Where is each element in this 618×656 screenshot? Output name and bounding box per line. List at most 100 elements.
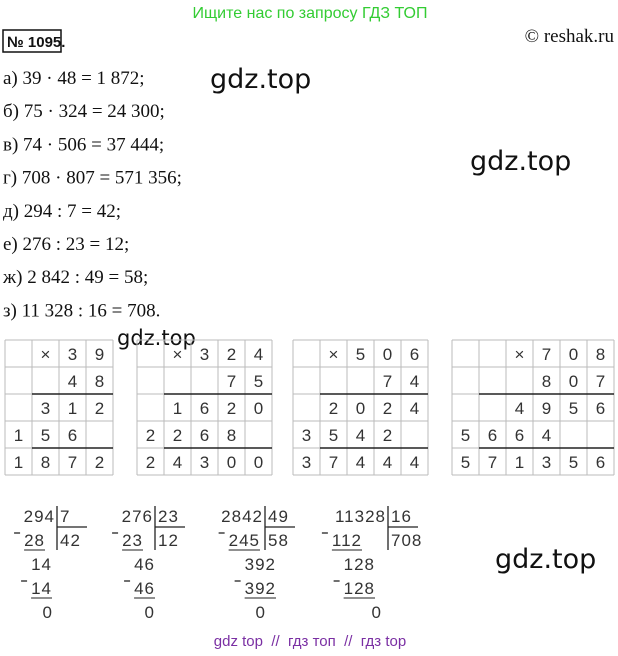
grid-digit: 4 (410, 453, 419, 472)
grid-digit: 0 (569, 372, 578, 391)
remainder: 0 (145, 603, 155, 622)
grid-digit: 5 (254, 372, 263, 391)
grid-digit: 4 (356, 426, 365, 445)
grid-digit: 6 (488, 426, 497, 445)
subtrahend: 245 (229, 531, 260, 550)
grid-digit: 3 (302, 453, 311, 472)
grid-digit: 6 (515, 426, 524, 445)
grid-digit: 4 (383, 453, 392, 472)
answer-line: ж) 2 842 : 49 = 58; (2, 267, 148, 288)
grid-digit: 6 (200, 399, 209, 418)
grid-digit: 4 (254, 345, 263, 364)
grid-digit: 7 (488, 453, 497, 472)
divisor: 7 (60, 507, 70, 526)
remainder: 392 (245, 555, 276, 574)
grid-digit: 9 (95, 345, 104, 364)
footer: gdz top // гдз топ // гдз top (214, 633, 406, 650)
grid-digit: × (173, 345, 183, 364)
grid-digit: 2 (95, 453, 104, 472)
remainder: 46 (134, 555, 155, 574)
quotient: 12 (158, 531, 179, 550)
answer-line: а) 39 · 48 = 1 872; (3, 68, 145, 89)
grid-digit: 1 (68, 399, 77, 418)
watermark: gdz.top (495, 544, 596, 575)
remainder: 0 (43, 603, 53, 622)
answer-line: е) 276 : 23 = 12; (3, 234, 129, 255)
grid-digit: 9 (542, 399, 551, 418)
grid-digit: 4 (173, 453, 182, 472)
answer-line: в) 74 · 506 = 37 444; (3, 134, 164, 155)
grid-digit: 2 (146, 453, 155, 472)
grid-digit: 3 (302, 426, 311, 445)
grid-digit: 4 (410, 372, 419, 391)
subtrahend: 28 (24, 531, 45, 550)
grid-digit: 8 (95, 372, 104, 391)
subtrahend: 23 (122, 531, 143, 550)
grid-digit: 6 (596, 399, 605, 418)
grid-digit: 0 (356, 399, 365, 418)
grid-digit: 5 (569, 453, 578, 472)
grid-digit: 1 (14, 426, 23, 445)
number-box (2, 29, 62, 53)
grid-digit: 0 (254, 399, 263, 418)
grid-digit: 7 (227, 372, 236, 391)
grid-digit: 7 (596, 372, 605, 391)
grid-digit: 5 (356, 345, 365, 364)
grid-digit: 0 (254, 453, 263, 472)
subtrahend: 128 (344, 579, 375, 598)
grid-digit: × (515, 345, 525, 364)
grid-digit: 4 (356, 453, 365, 472)
problem-number: № 1095. (7, 34, 65, 51)
grid-digit: 1 (515, 453, 524, 472)
grid-digit: 6 (200, 426, 209, 445)
copyright: © reshak.ru (525, 26, 615, 47)
grid-digit: 7 (329, 453, 338, 472)
answer-line: д) 294 : 7 = 42; (3, 201, 121, 222)
grid-digit: 6 (596, 453, 605, 472)
remainder: 14 (31, 555, 52, 574)
grid-digit: 5 (569, 399, 578, 418)
grid-digit: 5 (461, 453, 470, 472)
grid-digit: 2 (227, 345, 236, 364)
watermark: gdz.top (470, 146, 571, 177)
watermark: gdz.top (117, 326, 196, 350)
grid-digit: 2 (227, 399, 236, 418)
quotient: 708 (391, 531, 422, 550)
grid-digit: 5 (329, 426, 338, 445)
quotient: 42 (60, 531, 81, 550)
remainder: 0 (372, 603, 382, 622)
divisor: 16 (391, 507, 412, 526)
watermark: gdz.top (210, 64, 311, 95)
answer-line: з) 11 328 : 16 = 708. (3, 300, 160, 321)
grid-digit: 6 (410, 345, 419, 364)
grid-digit: 2 (95, 399, 104, 418)
remainder: 0 (256, 603, 266, 622)
quotient: 58 (268, 531, 289, 550)
remainder: 128 (344, 555, 375, 574)
grid-digit: 3 (542, 453, 551, 472)
subtrahend: 14 (31, 579, 52, 598)
grid-digit: 3 (41, 399, 50, 418)
grid-digit: 3 (200, 453, 209, 472)
subtrahend: 112 (332, 531, 362, 550)
answer-line: б) 75 · 324 = 24 300; (3, 101, 165, 122)
grid-digit: 2 (329, 399, 338, 418)
grid-digit: 4 (410, 399, 419, 418)
subtrahend: 46 (134, 579, 155, 598)
grid-digit: 7 (542, 345, 551, 364)
grid-digit: × (41, 345, 51, 364)
grid-digit: 1 (14, 453, 23, 472)
grid-digit: 8 (542, 372, 551, 391)
grid-digit: 2 (173, 426, 182, 445)
grid-digit: 0 (383, 345, 392, 364)
answer-line: г) 708 · 807 = 571 356; (3, 168, 182, 189)
divisor: 23 (158, 507, 179, 526)
grid-digit: 5 (41, 426, 50, 445)
grid-digit: 2 (146, 426, 155, 445)
grid-digit: 4 (542, 426, 551, 445)
dividend: 294 (24, 507, 55, 526)
grid-digit: 8 (596, 345, 605, 364)
grid-digit: 4 (515, 399, 524, 418)
